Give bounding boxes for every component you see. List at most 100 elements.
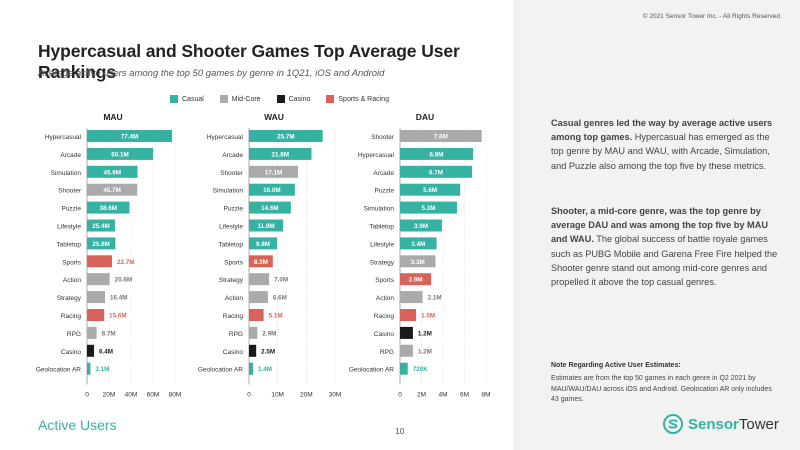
data-label: 14.6M xyxy=(261,205,279,212)
chart-title: MAU xyxy=(103,112,122,122)
data-label: 3.9M xyxy=(414,223,428,230)
category-label: Shooter xyxy=(58,188,82,195)
data-label: 77.4M xyxy=(121,134,139,141)
x-tick-label: 60M xyxy=(147,392,160,399)
legend-swatch-midcore xyxy=(219,95,228,103)
bar xyxy=(400,326,413,339)
bar xyxy=(400,201,457,214)
paragraph-2-bold: Shooter, a mid-core genre, was the top g… xyxy=(551,206,768,245)
legend-item-midcore: Mid-Core xyxy=(219,95,261,103)
bar xyxy=(249,362,254,375)
data-label: 9.8M xyxy=(256,241,270,248)
data-label: 6.4M xyxy=(99,348,113,355)
category-label: Simulation xyxy=(364,206,395,213)
category-label: Lifestyle xyxy=(370,241,394,248)
legend-label: Mid-Core xyxy=(231,95,261,103)
paragraph-1-bold: Casual genres led the way by average act… xyxy=(551,118,773,143)
bar xyxy=(249,237,278,250)
category-label: Lifestyle xyxy=(57,224,81,231)
x-tick-label: 30M xyxy=(329,392,342,399)
category-label: Hypercasual xyxy=(207,134,244,141)
bar xyxy=(249,326,258,339)
category-label: Puzzle xyxy=(374,188,394,195)
bar xyxy=(87,130,173,142)
x-tick-label: 0 xyxy=(247,392,251,399)
data-label: 720K xyxy=(413,366,429,373)
bar xyxy=(400,273,432,286)
data-label: 5.3M xyxy=(421,205,435,212)
legend-item-casual: Casual xyxy=(170,95,204,103)
bar xyxy=(400,362,408,375)
data-label: 25.4M xyxy=(92,223,110,230)
data-label: 1.2M xyxy=(418,330,432,337)
data-label: 2.5M xyxy=(261,348,275,355)
bar xyxy=(249,309,264,321)
logo-text: SensorTower xyxy=(688,416,779,433)
bar xyxy=(400,219,442,232)
category-label: Shooter xyxy=(371,134,395,141)
category-label: Racing xyxy=(374,313,395,320)
paragraph-1-text: Hypercasual has emerged as the top genre… xyxy=(551,132,770,171)
data-label: 2.9M xyxy=(409,277,423,284)
x-tick-label: 40M xyxy=(125,392,138,399)
data-label: 45.9M xyxy=(103,169,121,176)
bar xyxy=(87,201,130,214)
data-label: 5.1M xyxy=(269,313,283,320)
category-label: Sports xyxy=(224,259,244,266)
sidebar: © 2021 Sensor Tower Inc. - All Rights Re… xyxy=(513,0,800,450)
logo-text-part2: Tower xyxy=(738,415,779,433)
category-label: Strategy xyxy=(57,295,82,302)
x-tick-label: 10M xyxy=(271,392,284,399)
category-label: Strategy xyxy=(370,259,395,266)
x-tick-label: 4M xyxy=(438,392,447,399)
category-label: RPG xyxy=(67,331,81,338)
chart-legend: Casual Mid-Core Casino Sports & Racing xyxy=(170,95,405,103)
bar xyxy=(249,130,323,142)
data-label: 15.6M xyxy=(109,313,127,320)
category-label: Racing xyxy=(61,313,82,320)
category-label: Arcade xyxy=(60,152,81,159)
data-label: 6.6M xyxy=(273,295,287,302)
note-title: Note Regarding Active User Estimates: xyxy=(551,362,681,369)
bar xyxy=(249,219,284,232)
page-title: Hypercasual and Shooter Games Top Averag… xyxy=(38,41,460,82)
data-label: 8.7M xyxy=(102,330,116,337)
category-label: Action xyxy=(63,277,81,284)
chart-title: DAU xyxy=(416,112,434,122)
category-label: Tabletop xyxy=(369,224,394,231)
legend-label: Casino xyxy=(288,95,311,103)
category-label: Action xyxy=(225,295,243,302)
chart-panel: Hypercasual and Shooter Games Top Averag… xyxy=(35,41,491,436)
bar xyxy=(400,309,417,321)
bar xyxy=(249,255,273,268)
sensor-tower-logo: SensorTower xyxy=(663,414,779,434)
logo-text-part1: Sensor xyxy=(688,415,739,433)
category-label: Arcade xyxy=(222,152,243,159)
bar xyxy=(87,362,91,375)
footer-label: Active Users xyxy=(38,417,117,433)
data-label: 2.1M xyxy=(428,295,442,302)
legend-swatch-sports-racing xyxy=(326,95,335,103)
bar xyxy=(400,344,413,357)
data-label: 8.3M xyxy=(254,259,268,266)
data-label: 7.0M xyxy=(274,277,288,284)
bar xyxy=(249,273,270,286)
category-label: Puzzle xyxy=(61,206,81,213)
x-tick-label: 20M xyxy=(300,392,313,399)
category-label: Simulation xyxy=(213,188,244,195)
data-label: 25.8M xyxy=(92,241,110,248)
data-label: 3.4M xyxy=(411,241,425,248)
bar xyxy=(87,273,110,286)
legend-item-casino: Casino xyxy=(276,95,311,103)
data-label: 16.0M xyxy=(263,187,281,194)
bar xyxy=(249,291,268,304)
sidebar-paragraph-1: Casual genres led the way by average act… xyxy=(551,116,783,173)
data-label: 17.1M xyxy=(265,169,283,176)
category-label: Puzzle xyxy=(223,206,243,213)
paragraph-2-text: The global success of battle royale game… xyxy=(551,234,778,288)
x-tick-label: 0 xyxy=(398,392,402,399)
page-subtitle: Average active users among the top 50 ga… xyxy=(38,68,385,79)
data-label: 7.6M xyxy=(434,134,448,141)
legend-label: Casual xyxy=(182,95,204,103)
bar xyxy=(87,326,97,339)
